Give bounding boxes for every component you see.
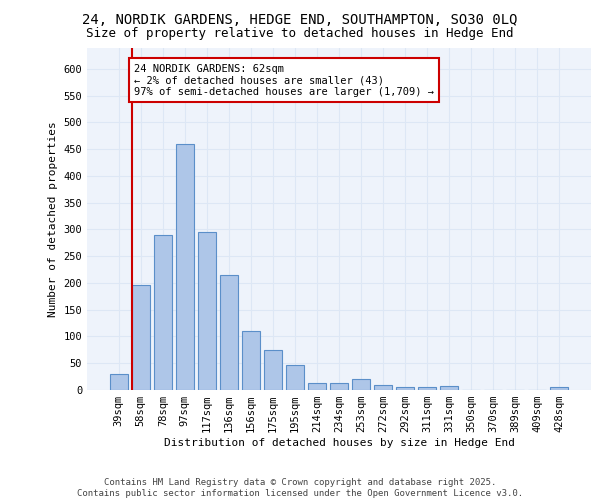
Bar (550, 388, 568, 390)
Y-axis label: Number of detached properties: Number of detached properties (48, 121, 58, 316)
Bar (242, 331, 260, 390)
Bar (132, 284, 149, 390)
Text: Size of property relative to detached houses in Hedge End: Size of property relative to detached ho… (86, 28, 514, 40)
Bar (198, 232, 215, 390)
Bar (352, 380, 370, 390)
Bar (440, 386, 458, 390)
Bar (374, 384, 392, 390)
Text: 24, NORDIK GARDENS, HEDGE END, SOUTHAMPTON, SO30 0LQ: 24, NORDIK GARDENS, HEDGE END, SOUTHAMPT… (82, 12, 518, 26)
Bar (154, 235, 172, 390)
Text: 24 NORDIK GARDENS: 62sqm
← 2% of detached houses are smaller (43)
97% of semi-de: 24 NORDIK GARDENS: 62sqm ← 2% of detache… (134, 64, 434, 97)
Bar (330, 383, 348, 390)
Bar (396, 387, 414, 390)
Bar (308, 383, 326, 390)
Bar (176, 144, 194, 390)
Bar (286, 365, 304, 390)
Bar (110, 374, 128, 390)
Bar (264, 350, 282, 390)
Bar (220, 275, 238, 390)
X-axis label: Distribution of detached houses by size in Hedge End: Distribution of detached houses by size … (163, 438, 515, 448)
Text: Contains HM Land Registry data © Crown copyright and database right 2025.
Contai: Contains HM Land Registry data © Crown c… (77, 478, 523, 498)
Bar (418, 388, 436, 390)
